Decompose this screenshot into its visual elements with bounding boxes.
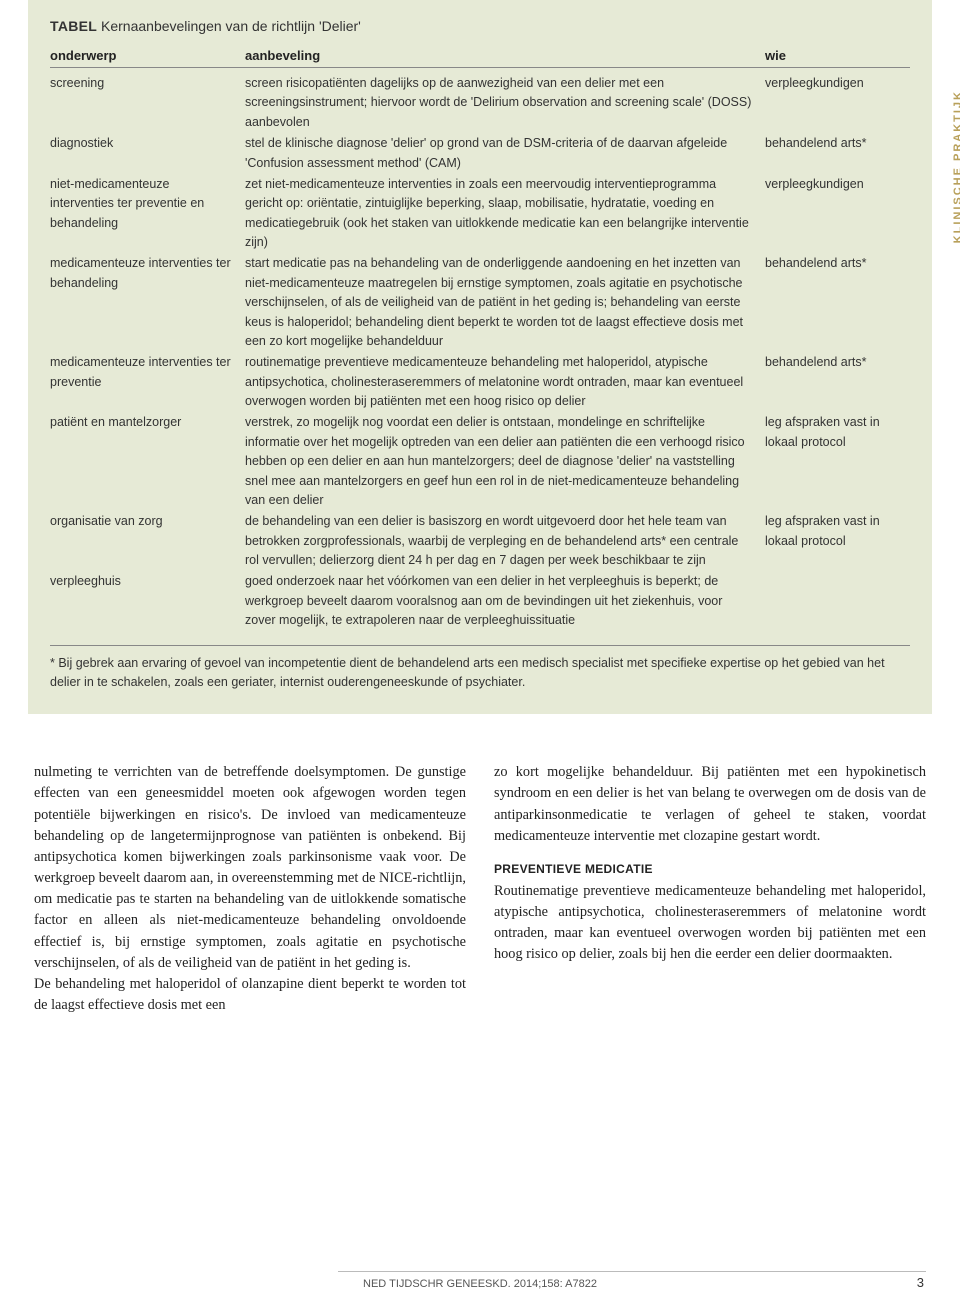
page-number: 3: [917, 1275, 924, 1290]
body-paragraph: Routinematige preventieve medicamenteuze…: [494, 881, 926, 966]
table-header-row: onderwerp aanbeveling wie: [50, 48, 910, 68]
table-cell-aanbeveling: zet niet-medicamenteuze interventies in …: [245, 175, 765, 253]
body-paragraph: De behandeling met haloperidol of olanza…: [34, 974, 466, 1016]
body-column-left: nulmeting te verrichten van de betreffen…: [34, 762, 466, 1016]
table-row: patiënt en mantelzorgerverstrek, zo moge…: [50, 413, 910, 510]
body-column-right: zo kort mogelijke behandelduur. Bij pati…: [494, 762, 926, 1016]
table-cell-wie: verpleegkundigen: [765, 175, 910, 253]
table-row: diagnostiekstel de klinische diagnose 'd…: [50, 134, 910, 173]
table-cell-onderwerp: diagnostiek: [50, 134, 245, 173]
table-header-onderwerp: onderwerp: [50, 48, 245, 63]
table-cell-wie: leg afspraken vast in lokaal protocol: [765, 512, 910, 570]
section-heading: PREVENTIEVE MEDICATIE: [494, 861, 926, 879]
table-row: screeningscreen risicopatiënten dagelijk…: [50, 74, 910, 132]
article-body: nulmeting te verrichten van de betreffen…: [0, 714, 960, 1016]
table-cell-wie: verpleegkundigen: [765, 74, 910, 132]
table-cell-wie: behandelend arts*: [765, 254, 910, 351]
table-cell-aanbeveling: stel de klinische diagnose 'delier' op g…: [245, 134, 765, 173]
table-cell-onderwerp: medicamenteuze interventies ter preventi…: [50, 353, 245, 411]
table-title: TABEL Kernaanbevelingen van de richtlijn…: [50, 18, 910, 34]
recommendations-table: TABEL Kernaanbevelingen van de richtlijn…: [28, 0, 932, 714]
table-row: medicamenteuze interventies ter behandel…: [50, 254, 910, 351]
table-cell-aanbeveling: start medicatie pas na behandeling van d…: [245, 254, 765, 351]
table-row: niet-medicamenteuze interventies ter pre…: [50, 175, 910, 253]
table-cell-aanbeveling: screen risicopatiënten dagelijks op de a…: [245, 74, 765, 132]
table-cell-onderwerp: medicamenteuze interventies ter behandel…: [50, 254, 245, 351]
footer-journal: NED TIJDSCHR GENEESKD. 2014;158: A7822: [0, 1278, 960, 1290]
side-label: KLINISCHE PRAKTIJK: [952, 90, 960, 243]
table-row: organisatie van zorgde behandeling van e…: [50, 512, 910, 570]
table-footnote: * Bij gebrek aan ervaring of gevoel van …: [50, 645, 910, 693]
table-body: screeningscreen risicopatiënten dagelijk…: [50, 74, 910, 631]
table-cell-aanbeveling: routinematige preventieve medicamenteuze…: [245, 353, 765, 411]
table-title-prefix: TABEL: [50, 18, 97, 34]
table-cell-aanbeveling: verstrek, zo mogelijk nog voordat een de…: [245, 413, 765, 510]
table-cell-aanbeveling: goed onderzoek naar het vóórkomen van ee…: [245, 572, 765, 630]
table-row: medicamenteuze interventies ter preventi…: [50, 353, 910, 411]
table-cell-wie: behandelend arts*: [765, 134, 910, 173]
body-paragraph: zo kort mogelijke behandelduur. Bij pati…: [494, 762, 926, 847]
table-cell-onderwerp: organisatie van zorg: [50, 512, 245, 570]
body-paragraph: nulmeting te verrichten van de betreffen…: [34, 762, 466, 974]
table-cell-onderwerp: verpleeghuis: [50, 572, 245, 630]
table-cell-aanbeveling: de behandeling van een delier is basiszo…: [245, 512, 765, 570]
footer-rule: [338, 1271, 926, 1272]
table-cell-onderwerp: screening: [50, 74, 245, 132]
table-cell-wie: [765, 572, 910, 630]
table-title-rest: Kernaanbevelingen van de richtlijn 'Deli…: [97, 18, 361, 34]
table-cell-wie: leg afspraken vast in lokaal protocol: [765, 413, 910, 510]
table-row: verpleeghuisgoed onderzoek naar het vóór…: [50, 572, 910, 630]
table-header-aanbeveling: aanbeveling: [245, 48, 765, 63]
table-cell-onderwerp: niet-medicamenteuze interventies ter pre…: [50, 175, 245, 253]
table-cell-onderwerp: patiënt en mantelzorger: [50, 413, 245, 510]
table-cell-wie: behandelend arts*: [765, 353, 910, 411]
table-header-wie: wie: [765, 48, 910, 63]
